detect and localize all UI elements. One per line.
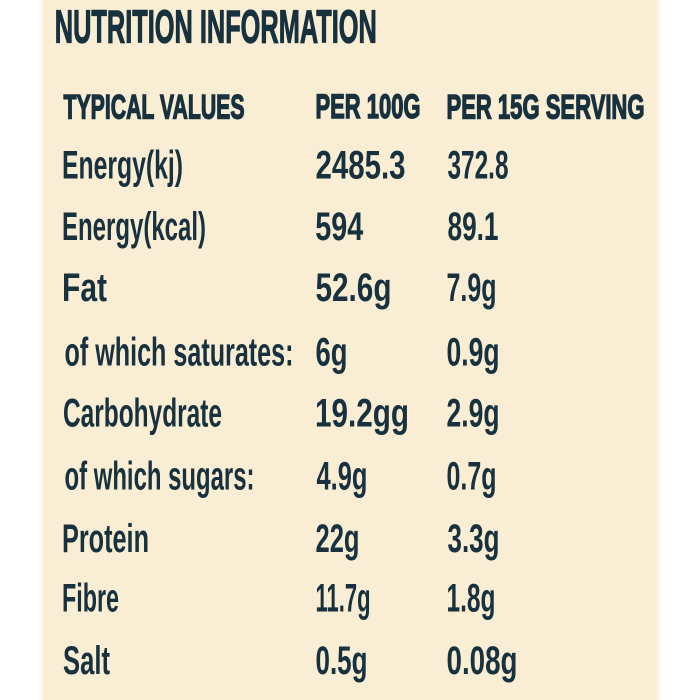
svg-text:6g: 6g	[316, 330, 348, 374]
svg-text:PER 100G: PER 100G	[316, 88, 421, 126]
svg-text:TYPICAL VALUES: TYPICAL VALUES	[64, 89, 245, 127]
svg-text:22g: 22g	[316, 517, 360, 561]
svg-text:of which saturates:: of which saturates:	[65, 330, 294, 374]
svg-text:Energy(kcal): Energy(kcal)	[62, 205, 206, 249]
svg-text:372.8: 372.8	[448, 144, 509, 188]
svg-text:594: 594	[315, 205, 364, 249]
svg-text:4.9g: 4.9g	[317, 455, 368, 499]
svg-text:NUTRITION INFORMATION: NUTRITION INFORMATION	[55, 0, 377, 52]
svg-text:Fat: Fat	[62, 266, 107, 310]
svg-text:3.3g: 3.3g	[448, 517, 500, 561]
svg-text:Protein: Protein	[62, 517, 149, 561]
svg-text:7.9g: 7.9g	[447, 266, 497, 310]
svg-text:11.7g: 11.7g	[316, 577, 371, 621]
svg-text:0.08g: 0.08g	[447, 639, 518, 683]
svg-text:0.9g: 0.9g	[447, 330, 500, 374]
svg-text:0.5g: 0.5g	[316, 639, 368, 683]
svg-text:19.2gg: 19.2gg	[315, 392, 409, 436]
svg-text:0.7g: 0.7g	[447, 455, 497, 499]
svg-text:Carbohydrate: Carbohydrate	[63, 392, 222, 436]
svg-text:89.1: 89.1	[448, 205, 499, 249]
svg-text:2.9g: 2.9g	[447, 392, 500, 436]
svg-text:Salt: Salt	[63, 639, 110, 683]
svg-text:1.8g: 1.8g	[447, 577, 496, 621]
svg-text:PER 15G SERVING: PER 15G SERVING	[447, 88, 645, 126]
svg-text:52.6g: 52.6g	[316, 266, 392, 310]
svg-text:Fibre: Fibre	[62, 577, 119, 621]
svg-text:of which sugars:: of which sugars:	[65, 455, 255, 499]
svg-text:2485.3: 2485.3	[316, 144, 406, 188]
svg-text:Energy(kj): Energy(kj)	[62, 144, 183, 188]
